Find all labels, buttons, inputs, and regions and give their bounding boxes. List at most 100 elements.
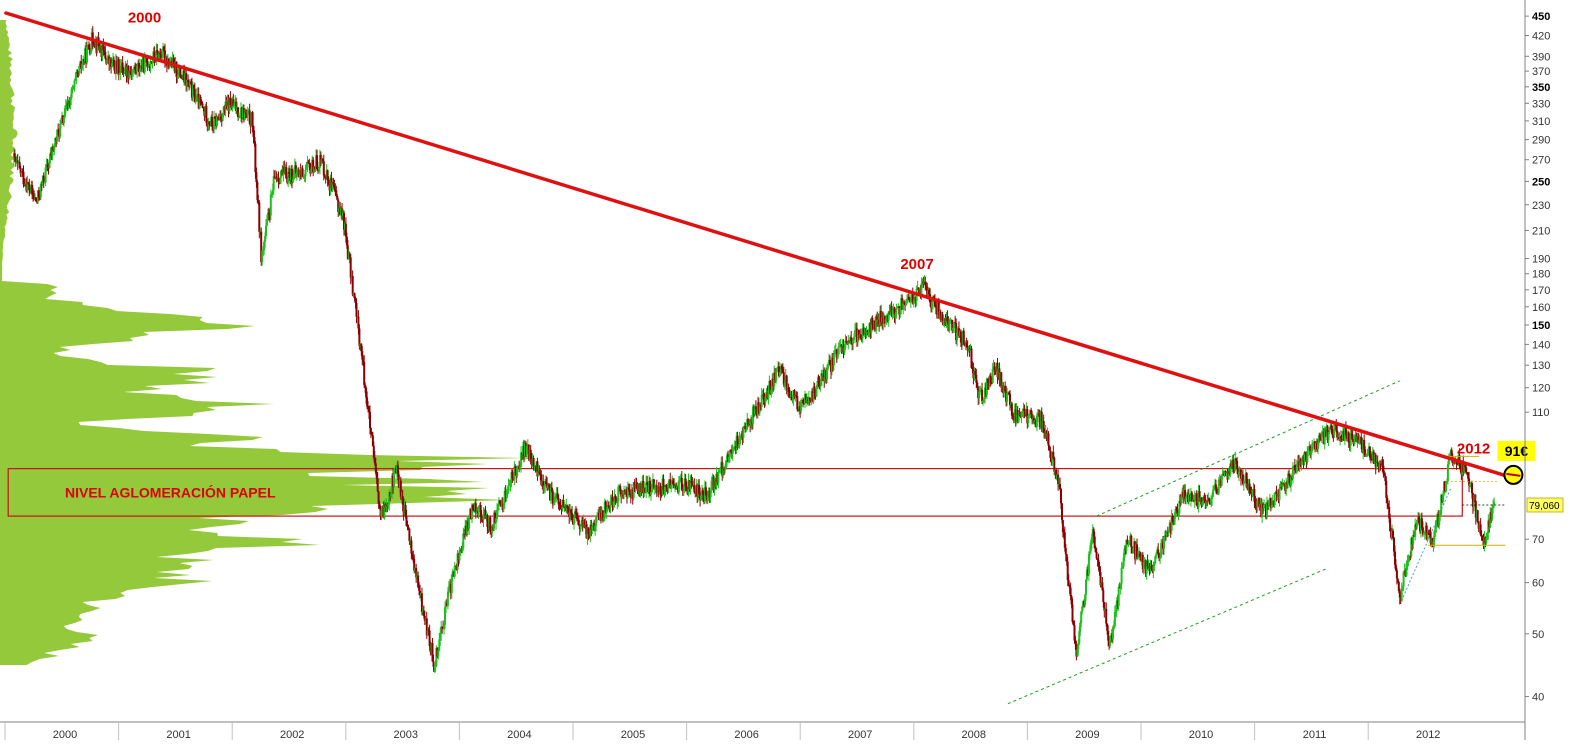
candle-body bbox=[717, 472, 720, 483]
candle-body bbox=[762, 394, 765, 400]
candle-body bbox=[1360, 437, 1363, 444]
candle-body bbox=[971, 368, 974, 369]
candle-body bbox=[76, 72, 79, 74]
candle-body bbox=[1394, 564, 1397, 571]
candle bbox=[965, 337, 968, 348]
candle-body bbox=[444, 607, 446, 625]
candle-body bbox=[267, 213, 270, 214]
candle-body bbox=[175, 61, 178, 77]
candle-body bbox=[86, 46, 88, 63]
candle bbox=[1142, 557, 1145, 575]
candle-body bbox=[388, 492, 391, 505]
candle-body bbox=[426, 630, 429, 636]
candle-body bbox=[1425, 525, 1428, 540]
candle-body bbox=[377, 491, 380, 504]
candle-body bbox=[797, 409, 800, 411]
candle bbox=[44, 164, 47, 187]
candle bbox=[1035, 412, 1038, 432]
candle bbox=[1261, 498, 1264, 523]
candle-body bbox=[816, 381, 819, 389]
candle-body bbox=[529, 449, 532, 460]
candle bbox=[509, 479, 512, 492]
candle-body bbox=[305, 167, 308, 170]
candle-body bbox=[390, 493, 393, 497]
candle-body bbox=[153, 51, 156, 60]
candle-body bbox=[500, 504, 503, 507]
candle-body bbox=[986, 378, 989, 384]
candle bbox=[667, 481, 670, 494]
candle-body bbox=[579, 524, 582, 530]
candle bbox=[575, 508, 578, 522]
candle-body bbox=[1368, 446, 1371, 458]
candle-body bbox=[1070, 596, 1073, 605]
candle-body bbox=[495, 518, 498, 523]
candle-body bbox=[1071, 604, 1074, 622]
candle-body bbox=[573, 518, 575, 525]
candle bbox=[258, 200, 261, 239]
candle bbox=[1251, 489, 1254, 498]
candle bbox=[272, 169, 275, 195]
candle bbox=[1472, 495, 1475, 512]
candle-body bbox=[28, 184, 31, 190]
candle-body bbox=[33, 194, 36, 199]
candle bbox=[53, 143, 56, 156]
candle bbox=[796, 391, 799, 412]
candle-body bbox=[1074, 640, 1077, 645]
candle bbox=[366, 391, 369, 410]
candle bbox=[1224, 470, 1227, 477]
candle-body bbox=[1369, 457, 1372, 459]
candle-body bbox=[619, 485, 622, 492]
candle-body bbox=[42, 175, 45, 183]
candle bbox=[571, 506, 574, 523]
candle-body bbox=[279, 176, 282, 184]
candle-body bbox=[383, 503, 386, 519]
candle-body bbox=[787, 387, 790, 392]
candle bbox=[808, 397, 811, 406]
candle-body bbox=[974, 371, 977, 375]
candle-body bbox=[366, 397, 369, 407]
candle bbox=[890, 301, 893, 318]
candle-body bbox=[161, 57, 164, 59]
candle-body bbox=[776, 367, 779, 371]
y-tick-label: 390 bbox=[1532, 51, 1550, 63]
candle bbox=[1106, 623, 1109, 635]
candle-body bbox=[277, 178, 280, 182]
candle-body bbox=[35, 197, 37, 202]
candle-body bbox=[506, 490, 509, 492]
candle-body bbox=[1184, 490, 1187, 499]
candle-body bbox=[1248, 483, 1251, 493]
candle bbox=[1241, 469, 1244, 486]
candle bbox=[16, 153, 19, 170]
candle-body bbox=[670, 485, 673, 489]
candle-body bbox=[446, 591, 449, 606]
candle-body bbox=[1410, 537, 1413, 557]
candle-body bbox=[826, 368, 829, 380]
candle bbox=[680, 471, 683, 491]
candle-body bbox=[355, 303, 358, 317]
candle-body bbox=[1094, 548, 1097, 552]
candle-body bbox=[1031, 414, 1034, 420]
candle-body bbox=[1098, 566, 1101, 572]
candle-body bbox=[353, 293, 356, 299]
candle bbox=[549, 483, 552, 504]
candle-body bbox=[1278, 488, 1281, 501]
candle-body bbox=[689, 481, 692, 490]
candle-body bbox=[1216, 493, 1219, 495]
candle-body bbox=[1421, 527, 1424, 535]
candle bbox=[151, 60, 154, 69]
candle-body bbox=[606, 505, 609, 511]
candle bbox=[162, 42, 165, 61]
candle bbox=[621, 489, 624, 499]
candle-body bbox=[213, 116, 216, 129]
candle-body bbox=[1468, 478, 1471, 486]
candle-body bbox=[1163, 537, 1165, 549]
candle-body bbox=[412, 556, 415, 559]
candle-body bbox=[719, 469, 722, 471]
candle-body bbox=[272, 176, 275, 191]
candle bbox=[1393, 536, 1395, 557]
candle-body bbox=[1241, 474, 1244, 484]
candle-body bbox=[721, 462, 724, 476]
candle-body bbox=[36, 201, 38, 203]
candle-body bbox=[1332, 435, 1335, 437]
candle bbox=[540, 470, 543, 487]
